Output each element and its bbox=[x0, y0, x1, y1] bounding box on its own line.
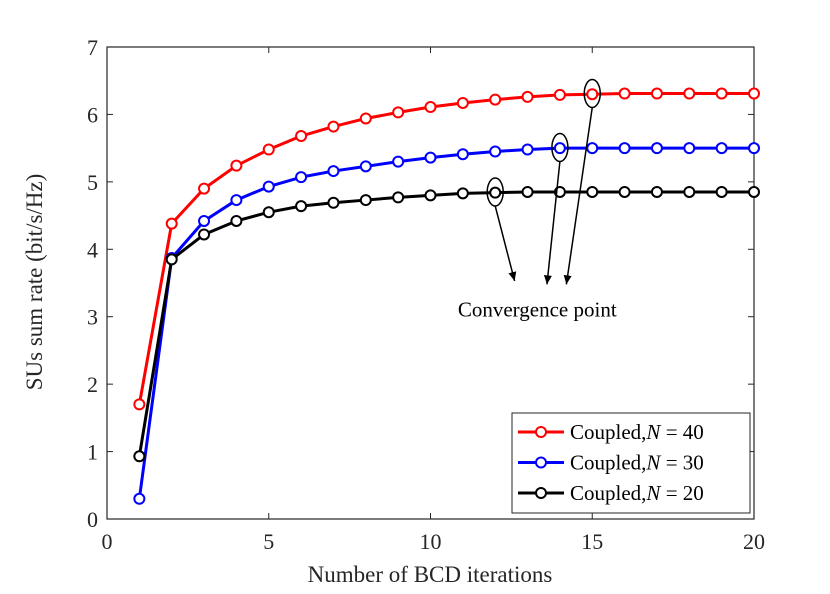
data-point bbox=[359, 194, 372, 207]
data-point bbox=[683, 185, 696, 198]
data-point bbox=[327, 196, 340, 209]
data-point bbox=[650, 142, 663, 155]
data-point bbox=[586, 88, 599, 101]
legend: Coupled,N = 40 Coupled,N = 30 Coupled,N = … bbox=[511, 412, 751, 514]
data-point bbox=[650, 87, 663, 100]
axes: 0 5 10 15 20 0 1 2 3 4 5 6 7 bbox=[87, 35, 765, 554]
x-tick-label: 10 bbox=[420, 529, 442, 554]
data-point bbox=[683, 87, 696, 100]
data-point bbox=[262, 180, 275, 193]
data-point bbox=[327, 120, 340, 133]
data-point bbox=[198, 182, 211, 195]
data-point bbox=[133, 450, 146, 463]
y-tick-label: 3 bbox=[87, 305, 98, 330]
legend-swatch-marker bbox=[535, 426, 547, 438]
data-point bbox=[521, 90, 534, 103]
data-point bbox=[553, 142, 566, 155]
data-point bbox=[359, 112, 372, 125]
data-point bbox=[133, 492, 146, 505]
data-point bbox=[683, 142, 696, 155]
data-point bbox=[327, 165, 340, 178]
data-point bbox=[618, 87, 631, 100]
data-point bbox=[553, 88, 566, 101]
data-point bbox=[715, 87, 728, 100]
data-point bbox=[133, 398, 146, 411]
y-tick-label: 4 bbox=[87, 237, 98, 262]
data-point bbox=[392, 106, 405, 119]
data-point bbox=[424, 101, 437, 114]
x-tick-label: 20 bbox=[743, 529, 765, 554]
annotation-label: Convergence point bbox=[458, 298, 617, 322]
data-point bbox=[456, 148, 469, 161]
data-point bbox=[586, 142, 599, 155]
x-tick-label: 0 bbox=[102, 529, 113, 554]
data-point bbox=[230, 194, 243, 207]
data-point bbox=[198, 228, 211, 241]
legend-swatch-marker bbox=[535, 487, 547, 499]
annotation-arrow bbox=[543, 161, 561, 285]
legend-swatch-marker bbox=[535, 456, 547, 469]
x-tick-label: 5 bbox=[263, 529, 274, 554]
data-point bbox=[521, 185, 534, 198]
annotation-arrow bbox=[563, 107, 593, 285]
annotation-group: Convergence point bbox=[458, 78, 617, 322]
y-tick-label: 6 bbox=[87, 102, 98, 127]
x-tick-label: 15 bbox=[581, 529, 603, 554]
legend-label: Coupled,N = 30 bbox=[570, 451, 704, 475]
data-point bbox=[489, 186, 502, 199]
data-point bbox=[586, 185, 599, 198]
y-tick-label: 5 bbox=[87, 170, 98, 195]
legend-label: Coupled,N = 20 bbox=[570, 481, 704, 505]
data-point bbox=[618, 185, 631, 198]
data-point bbox=[424, 151, 437, 164]
data-point bbox=[715, 142, 728, 155]
y-tick-label: 7 bbox=[87, 35, 98, 60]
annotation-arrow bbox=[494, 205, 517, 282]
data-point bbox=[198, 214, 211, 227]
data-point bbox=[392, 191, 405, 204]
data-point bbox=[748, 185, 760, 198]
data-point bbox=[618, 142, 631, 155]
y-tick-label: 1 bbox=[87, 440, 98, 465]
data-point bbox=[262, 143, 275, 156]
data-point bbox=[165, 217, 178, 230]
data-point bbox=[456, 96, 469, 109]
data-point bbox=[748, 87, 760, 100]
data-point bbox=[521, 143, 534, 156]
data-point bbox=[230, 214, 243, 227]
data-point bbox=[489, 93, 502, 106]
x-axis-title: Number of BCD iterations bbox=[308, 562, 553, 587]
data-point bbox=[748, 142, 760, 155]
data-point bbox=[295, 171, 308, 184]
y-tick-label: 2 bbox=[87, 372, 98, 397]
data-point bbox=[295, 130, 308, 143]
data-point bbox=[230, 159, 243, 172]
data-point bbox=[295, 200, 308, 213]
series-line-1 bbox=[137, 92, 754, 405]
y-axis-title: SUs sum rate (bit/s/Hz) bbox=[22, 174, 47, 391]
data-point bbox=[165, 253, 178, 266]
data-point bbox=[489, 145, 502, 158]
data-point bbox=[262, 206, 275, 219]
data-point bbox=[715, 185, 728, 198]
data-point bbox=[392, 155, 405, 168]
data-point bbox=[650, 185, 663, 198]
series-group bbox=[133, 87, 760, 505]
data-point bbox=[359, 160, 372, 173]
legend-label: Coupled,N = 40 bbox=[570, 420, 704, 444]
data-point bbox=[424, 189, 437, 202]
y-tick-label: 0 bbox=[87, 507, 98, 532]
data-point bbox=[456, 187, 469, 200]
